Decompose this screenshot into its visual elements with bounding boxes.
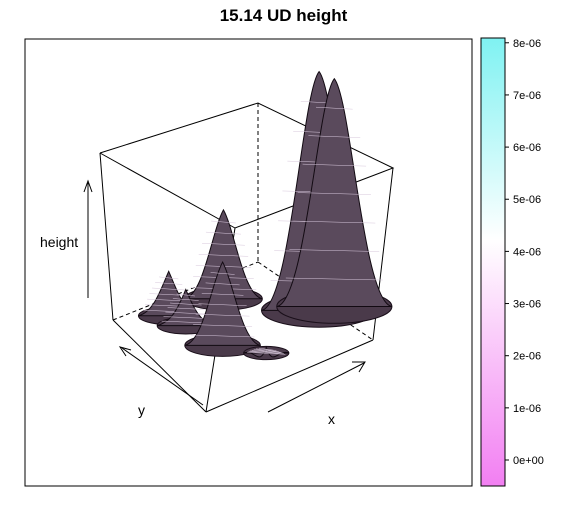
surface-peak — [243, 345, 290, 361]
colorbar-tick-label: 1e-06 — [513, 403, 541, 415]
box-edge-back-right-bottom — [257, 261, 374, 341]
colorbar-tick-label: 3e-06 — [513, 299, 541, 311]
chart-title: 15.14 UD height — [219, 6, 348, 25]
surface-peaks — [137, 70, 393, 361]
surface-peak — [276, 77, 393, 324]
x-axis-arrow — [267, 362, 365, 413]
surface-peak — [184, 208, 263, 311]
x-axis-label: x — [328, 411, 335, 427]
colorbar-tick-label: 8e-06 — [513, 38, 541, 50]
colorbar-ticks: 0e+00 1e-06 2e-06 3e-06 4e-06 5e-06 6e-06 7e-06… — [505, 38, 544, 467]
colorbar-tick-label: 2e-06 — [513, 351, 541, 363]
height-arrowhead — [83, 179, 93, 193]
colorbar-tick-label: 7e-06 — [513, 90, 541, 102]
x-arrowhead — [352, 361, 366, 373]
colorbar-tick-label: 6e-06 — [513, 142, 541, 154]
colorbar-tick-label: 4e-06 — [513, 246, 541, 258]
y-arrowhead — [118, 346, 132, 357]
y-axis-arrow — [121, 347, 204, 406]
colorbar-tick-label: 5e-06 — [513, 194, 541, 206]
colorbar-tick-label: 0e+00 — [513, 455, 544, 467]
box-edge-left — [99, 152, 114, 321]
height-axis-label: height — [40, 234, 78, 250]
colorbar — [480, 37, 506, 487]
y-axis-label: y — [138, 402, 145, 418]
panel-border — [24, 38, 473, 487]
surface-peak — [184, 261, 261, 357]
